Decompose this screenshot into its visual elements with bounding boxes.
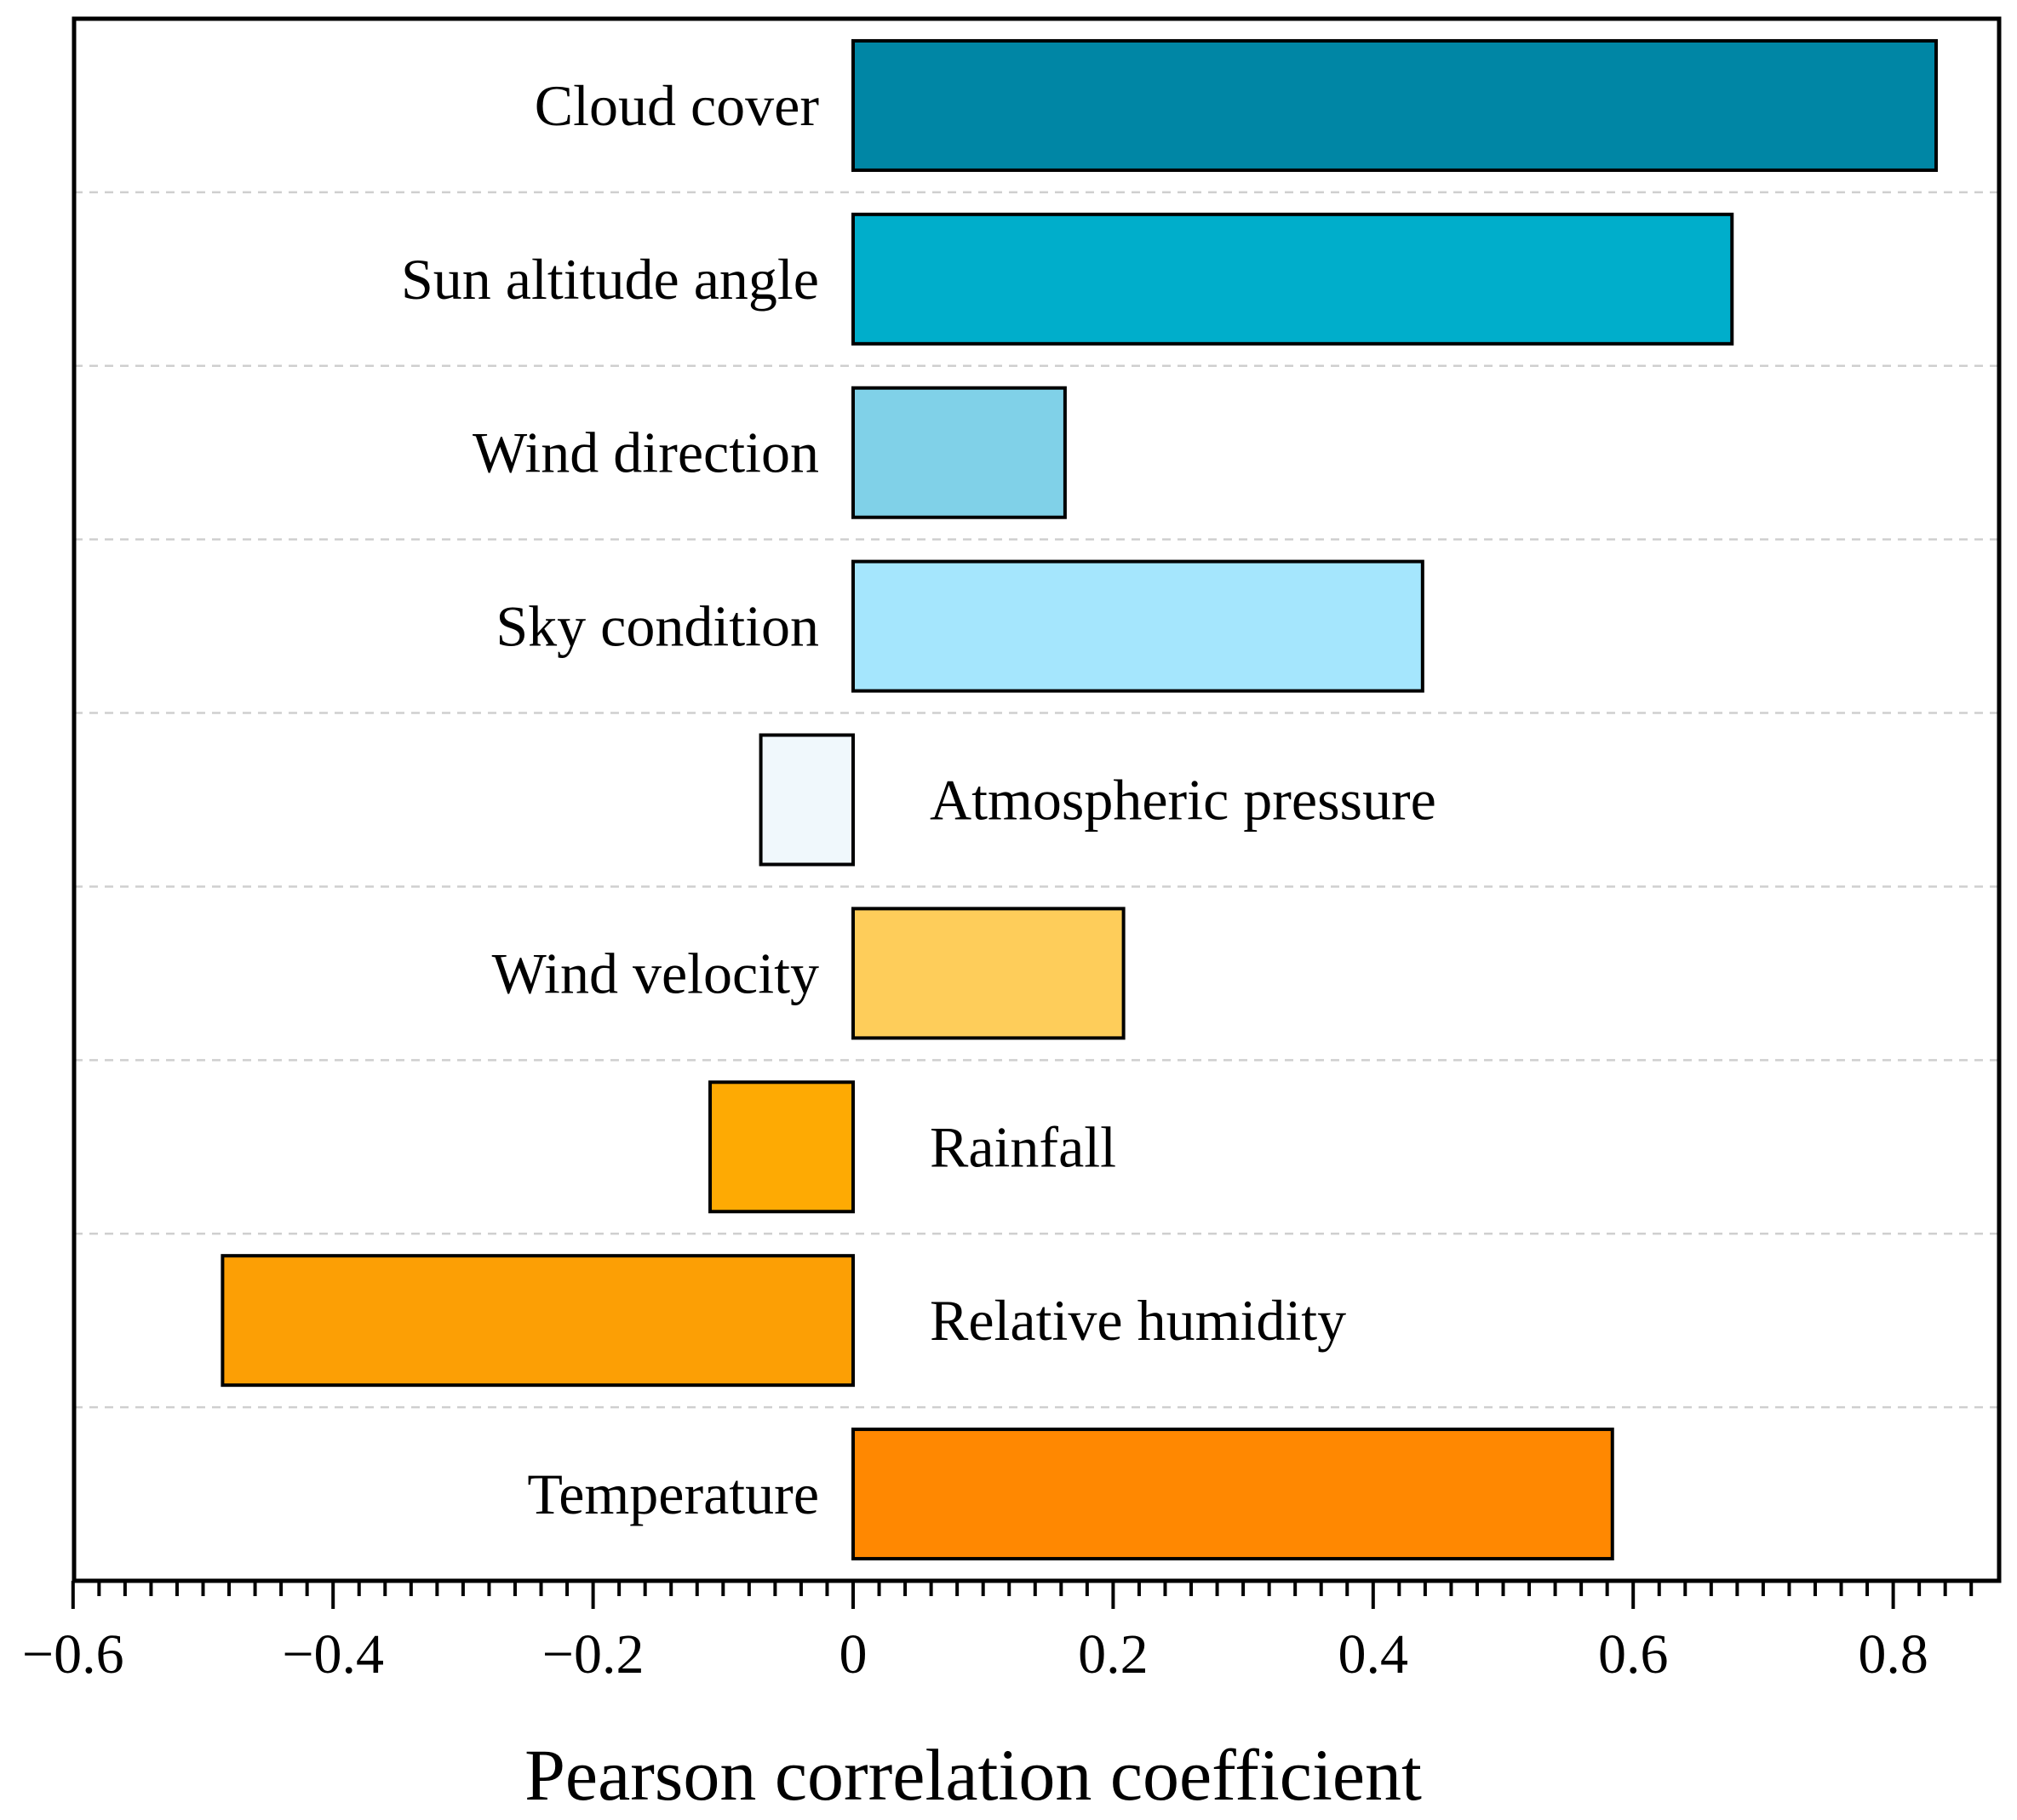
bars [221,38,1938,1561]
bar [851,907,1126,1040]
bar [851,559,1424,693]
x-tick-label: 0 [839,1623,868,1686]
category-labels: Cloud cover Sun altitude angle Wind direct… [401,73,1436,1526]
category-label: Atmospheric pressure [930,768,1436,833]
x-tick-label: −0.2 [542,1623,645,1686]
category-label: Cloud cover [535,73,820,138]
x-tick-label: −0.6 [22,1623,124,1686]
x-tick-label: 0.4 [1338,1623,1409,1686]
x-axis-ticks: −0.6 −0.4 −0.2 0 0.2 0.4 0.6 0.8 [22,1581,1974,1686]
x-tick-label: −0.4 [282,1623,384,1686]
x-tick-label: 0.2 [1078,1623,1149,1686]
bar [851,212,1734,346]
category-label: Rainfall [930,1114,1116,1179]
category-label: Relative humidity [930,1288,1346,1353]
bar [759,733,856,867]
bar [851,1428,1614,1561]
category-label: Sky condition [496,594,819,659]
x-tick-label: 0.6 [1598,1623,1669,1686]
category-label: Temperature [527,1462,819,1526]
bar [221,1254,855,1388]
bar [851,386,1067,519]
category-label: Wind velocity [492,941,819,1005]
x-axis-title: Pearson correlation coefficient [524,1734,1422,1816]
category-label: Sun altitude angle [401,247,819,312]
x-tick-label: 0.8 [1858,1623,1928,1686]
bar [708,1080,856,1214]
category-label: Wind direction [473,421,819,485]
bar [851,38,1938,172]
